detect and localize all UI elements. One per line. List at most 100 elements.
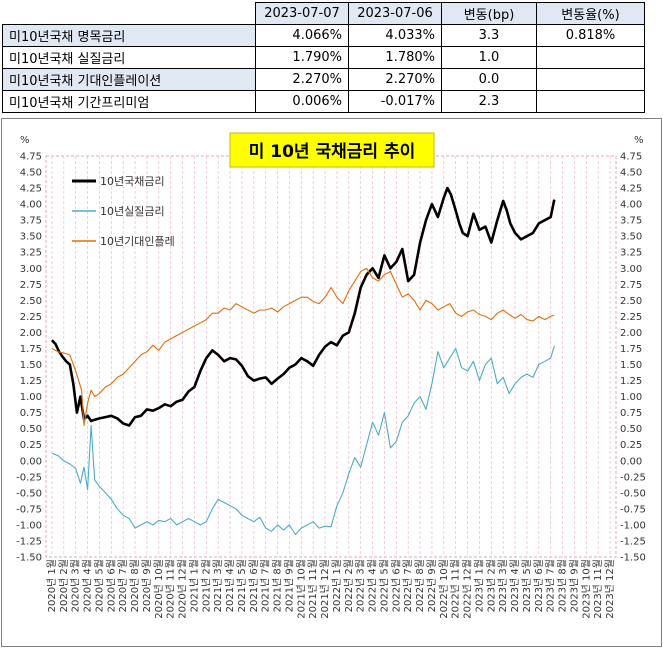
x-tick-label: 2021년 10월 [295, 559, 307, 619]
table-row: 미10년국채 기대인플레이션 2.270% 2.270% 0.0 [2, 68, 645, 91]
y-tick-label-left: 1.25 [20, 376, 42, 387]
x-tick-label: 2022년 8월 [414, 559, 426, 612]
x-tick-label: 2022년 4월 [367, 559, 379, 612]
x-tick-label: 2023년 5월 [521, 559, 533, 612]
y-axis-unit-right: % [634, 135, 644, 146]
x-tick-label: 2020년 5월 [93, 559, 105, 612]
cell-value-2: 4.033% [348, 24, 442, 47]
x-tick-label: 2021년 8월 [272, 559, 284, 612]
x-tick-label: 2022년 12월 [462, 559, 474, 619]
series-line-breakeven [51, 267, 555, 427]
y-tick-label-left: 4.75 [20, 152, 42, 163]
y-tick-label-right: 3.50 [620, 232, 642, 243]
cell-change-pct [536, 68, 645, 91]
rates-table: 2023-07-07 2023-07-06 변동(bp) 변동율(%) 미10년… [2, 2, 645, 113]
y-tick-label-left: 1.50 [20, 360, 42, 371]
y-tick-label-left: 4.50 [20, 168, 42, 179]
y-tick-label-left: 3.00 [20, 264, 42, 275]
y-tick-label-left: 2.50 [20, 296, 42, 307]
x-tick-label: 2023년 7월 [545, 559, 557, 612]
y-axis-unit-left: % [20, 135, 30, 146]
y-tick-label-left: 2.25 [20, 312, 42, 323]
x-tick-label: 2021년 4월 [224, 559, 236, 612]
y-tick-label-left: 0.00 [20, 456, 42, 467]
header-empty [2, 2, 256, 25]
x-tick-label: 2021년 1월 [188, 559, 200, 612]
x-tick-label: 2021년 5월 [236, 559, 248, 612]
row-label: 미10년국채 기간프리미엄 [2, 90, 256, 113]
row-label: 미10년국채 기대인플레이션 [2, 68, 256, 91]
cell-change-pct [536, 46, 645, 69]
y-tick-label-right: -1.25 [620, 536, 646, 547]
y-tick-label-right: -0.50 [620, 488, 646, 499]
x-tick-label: 2023년 12월 [604, 559, 616, 619]
x-tick-label: 2023년 6월 [533, 559, 545, 612]
series-line-real [51, 345, 555, 536]
y-tick-label-left: 3.75 [20, 216, 42, 227]
y-tick-label-left: -0.25 [16, 472, 42, 483]
y-tick-label-right: -1.50 [620, 553, 646, 564]
cell-change-bp: 1.0 [441, 46, 537, 69]
x-tick-label: 2022년 6월 [390, 559, 402, 612]
y-tick-label-left: 1.00 [20, 392, 42, 403]
x-tick-label: 2020년 10월 [153, 559, 165, 619]
x-tick-label: 2022년 2월 [343, 559, 355, 612]
y-tick-label-left: 3.25 [20, 248, 42, 259]
legend-label-breakeven: 10년기대인플레 [100, 235, 175, 248]
y-tick-label-right: 2.50 [620, 296, 642, 307]
table-row: 미10년국채 기간프리미엄 0.006% -0.017% 2.3 [2, 90, 645, 113]
y-tick-label-right: 2.00 [620, 328, 642, 339]
x-tick-label: 2023년 3월 [497, 559, 509, 612]
chart-legend: 10년국채금리 10년실질금리 10년기대인플레 [72, 175, 175, 248]
cell-value-2: 1.780% [348, 46, 442, 69]
x-tick-label: 2023년 1월 [473, 559, 485, 612]
x-tick-label: 2021년 12월 [319, 559, 331, 619]
y-tick-label-right: -1.00 [620, 520, 646, 531]
cell-value-2: 2.270% [348, 68, 442, 91]
x-tick-label: 2021년 6월 [248, 559, 260, 612]
y-tick-label-right: 2.25 [620, 312, 642, 323]
series-line-nominal [50, 186, 556, 427]
x-tick-label: 2021년 11월 [307, 559, 319, 619]
x-tick-label: 2021년 2월 [200, 559, 212, 612]
table-header-row: 2023-07-07 2023-07-06 변동(bp) 변동율(%) [2, 2, 645, 25]
x-tick-label: 2023년 2월 [485, 559, 497, 612]
table-row: 미10년국채 실질금리 1.790% 1.780% 1.0 [2, 46, 645, 69]
x-tick-label: 2021년 3월 [212, 559, 224, 612]
row-label: 미10년국채 명목금리 [2, 24, 256, 47]
y-tick-label-right: 1.25 [620, 376, 642, 387]
x-tick-label: 2020년 4월 [82, 559, 94, 612]
cell-change-pct [536, 90, 645, 113]
chart-title-box [229, 132, 435, 168]
x-tick-label: 2023년 9월 [568, 559, 580, 612]
y-tick-label-left: 3.50 [20, 232, 42, 243]
legend-label-real: 10년실질금리 [100, 205, 165, 218]
cell-change-bp: 3.3 [441, 24, 537, 47]
row-label: 미10년국채 실질금리 [2, 46, 256, 69]
y-tick-label-left: 4.25 [20, 184, 42, 195]
y-tick-label-left: -1.00 [16, 520, 42, 531]
table-row: 미10년국채 명목금리 4.066% 4.033% 3.3 0.818% [2, 24, 645, 47]
y-tick-label-right: 1.00 [620, 392, 642, 403]
x-tick-label: 2020년 12월 [177, 559, 189, 619]
x-tick-label: 2020년 7월 [117, 559, 129, 612]
cell-value-1: 1.790% [255, 46, 349, 69]
y-tick-label-right: 0.00 [620, 456, 642, 467]
x-tick-label: 2023년 4월 [509, 559, 521, 612]
x-tick-label: 2020년 11월 [165, 559, 177, 619]
y-tick-label-left: 0.25 [20, 440, 42, 451]
cell-value-1: 0.006% [255, 90, 349, 113]
y-tick-label-right: 4.00 [620, 200, 642, 211]
y-tick-label-left: -1.25 [16, 536, 42, 547]
x-tick-label: 2020년 2월 [58, 559, 70, 612]
header-date-2: 2023-07-06 [348, 2, 442, 25]
y-tick-label-right: 3.00 [620, 264, 642, 275]
x-tick-label: 2020년 6월 [105, 559, 117, 612]
x-tick-label: 2020년 1월 [46, 559, 58, 612]
y-tick-label-left: -1.50 [16, 553, 42, 564]
chart-container: -1.50 -1.25 -1.00 -0.75 -0.50 -0.25 0.00 0.25 0.… [1, 118, 662, 647]
y-tick-label-right: 3.25 [620, 248, 642, 259]
cell-value-1: 2.270% [255, 68, 349, 91]
header-change-pct: 변동율(%) [536, 2, 645, 25]
y-tick-label-right: 3.75 [620, 216, 642, 227]
